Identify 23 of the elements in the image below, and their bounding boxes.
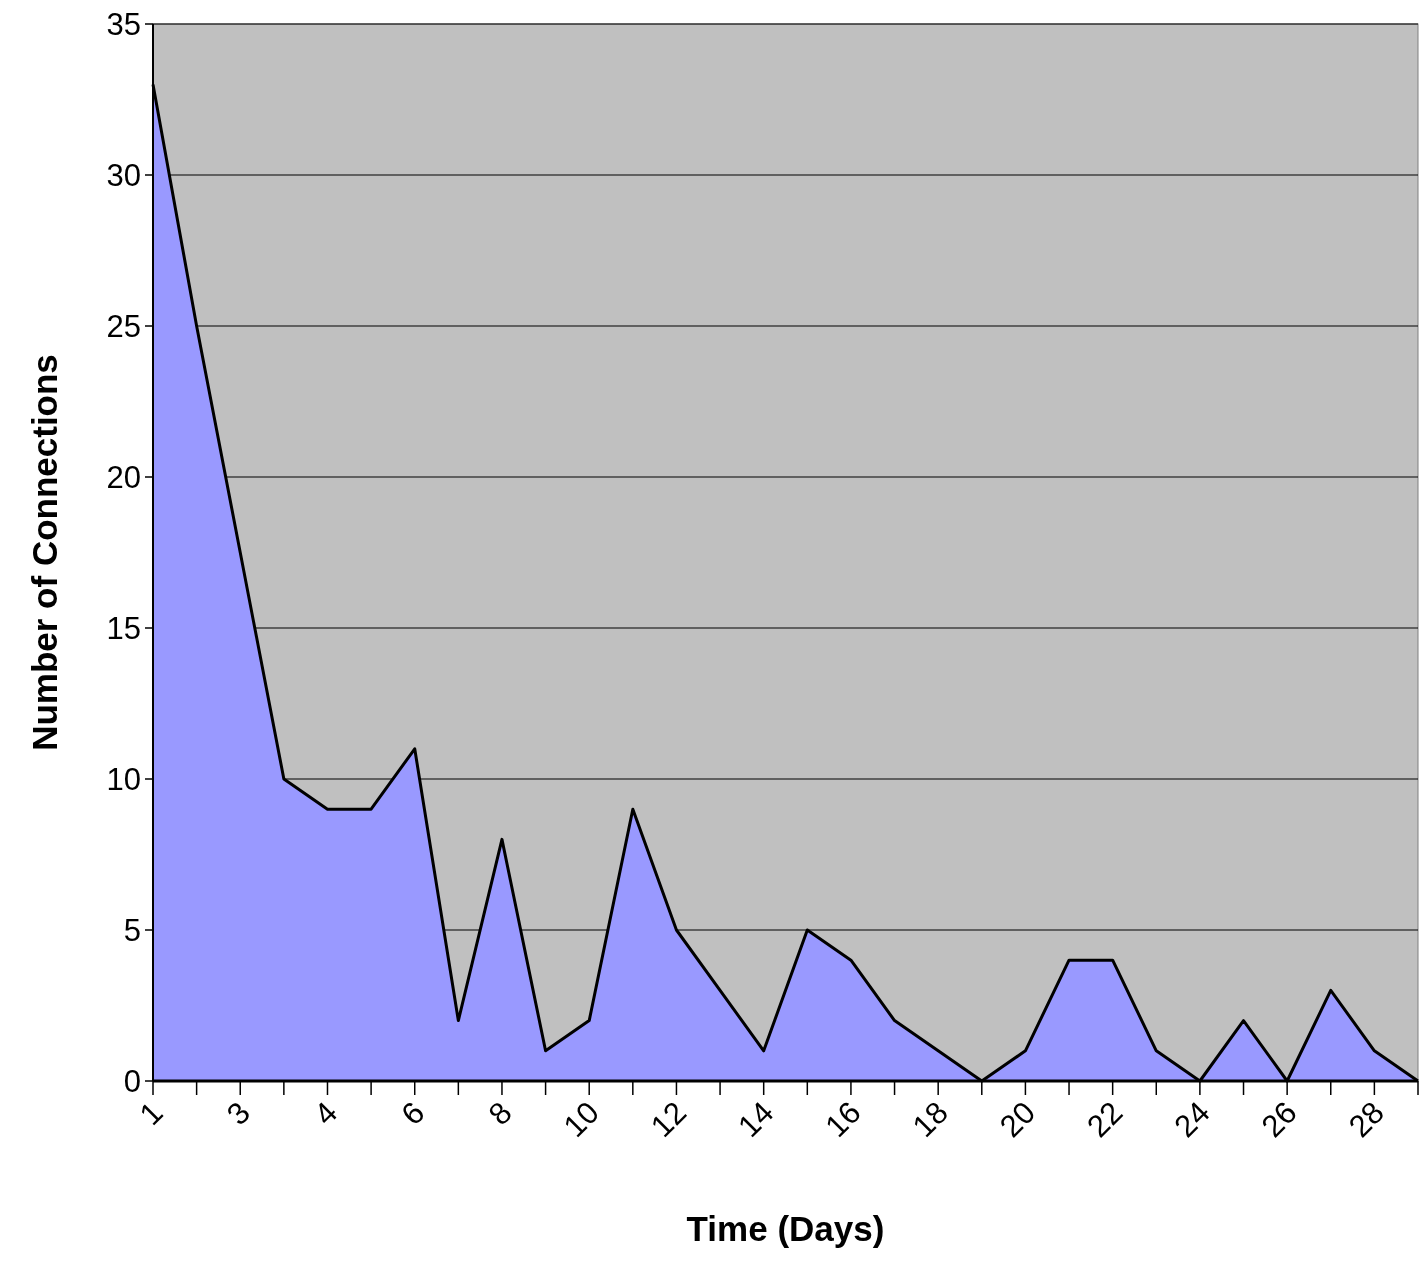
x-tick-label: 14 xyxy=(731,1094,781,1145)
x-tick-label: 12 xyxy=(643,1094,694,1145)
x-tick-label: 6 xyxy=(394,1094,432,1132)
x-tick-label: 26 xyxy=(1254,1094,1304,1145)
x-tick-label: 18 xyxy=(905,1094,955,1145)
x-tick-label: 4 xyxy=(307,1094,345,1132)
x-tick-label: 8 xyxy=(481,1094,519,1132)
y-tick-label: 5 xyxy=(123,912,141,948)
y-tick-label: 35 xyxy=(106,6,141,42)
x-tick-label: 16 xyxy=(818,1094,868,1145)
y-tick-label: 20 xyxy=(106,459,141,495)
y-tick-label: 30 xyxy=(106,157,141,193)
y-tick-label: 15 xyxy=(106,610,141,646)
x-tick-label: 3 xyxy=(219,1094,257,1132)
y-tick-label: 10 xyxy=(106,761,141,797)
x-tick-label: 20 xyxy=(992,1094,1043,1145)
x-tick-label: 24 xyxy=(1167,1094,1217,1145)
y-tick-label: 25 xyxy=(106,308,141,344)
x-tick-label: 10 xyxy=(556,1094,606,1145)
y-axis-title: Number of Connections xyxy=(25,354,65,751)
x-tick-label: 22 xyxy=(1080,1094,1130,1145)
x-tick-label: 28 xyxy=(1341,1094,1391,1145)
x-axis-title: Time (Days) xyxy=(686,1209,885,1248)
